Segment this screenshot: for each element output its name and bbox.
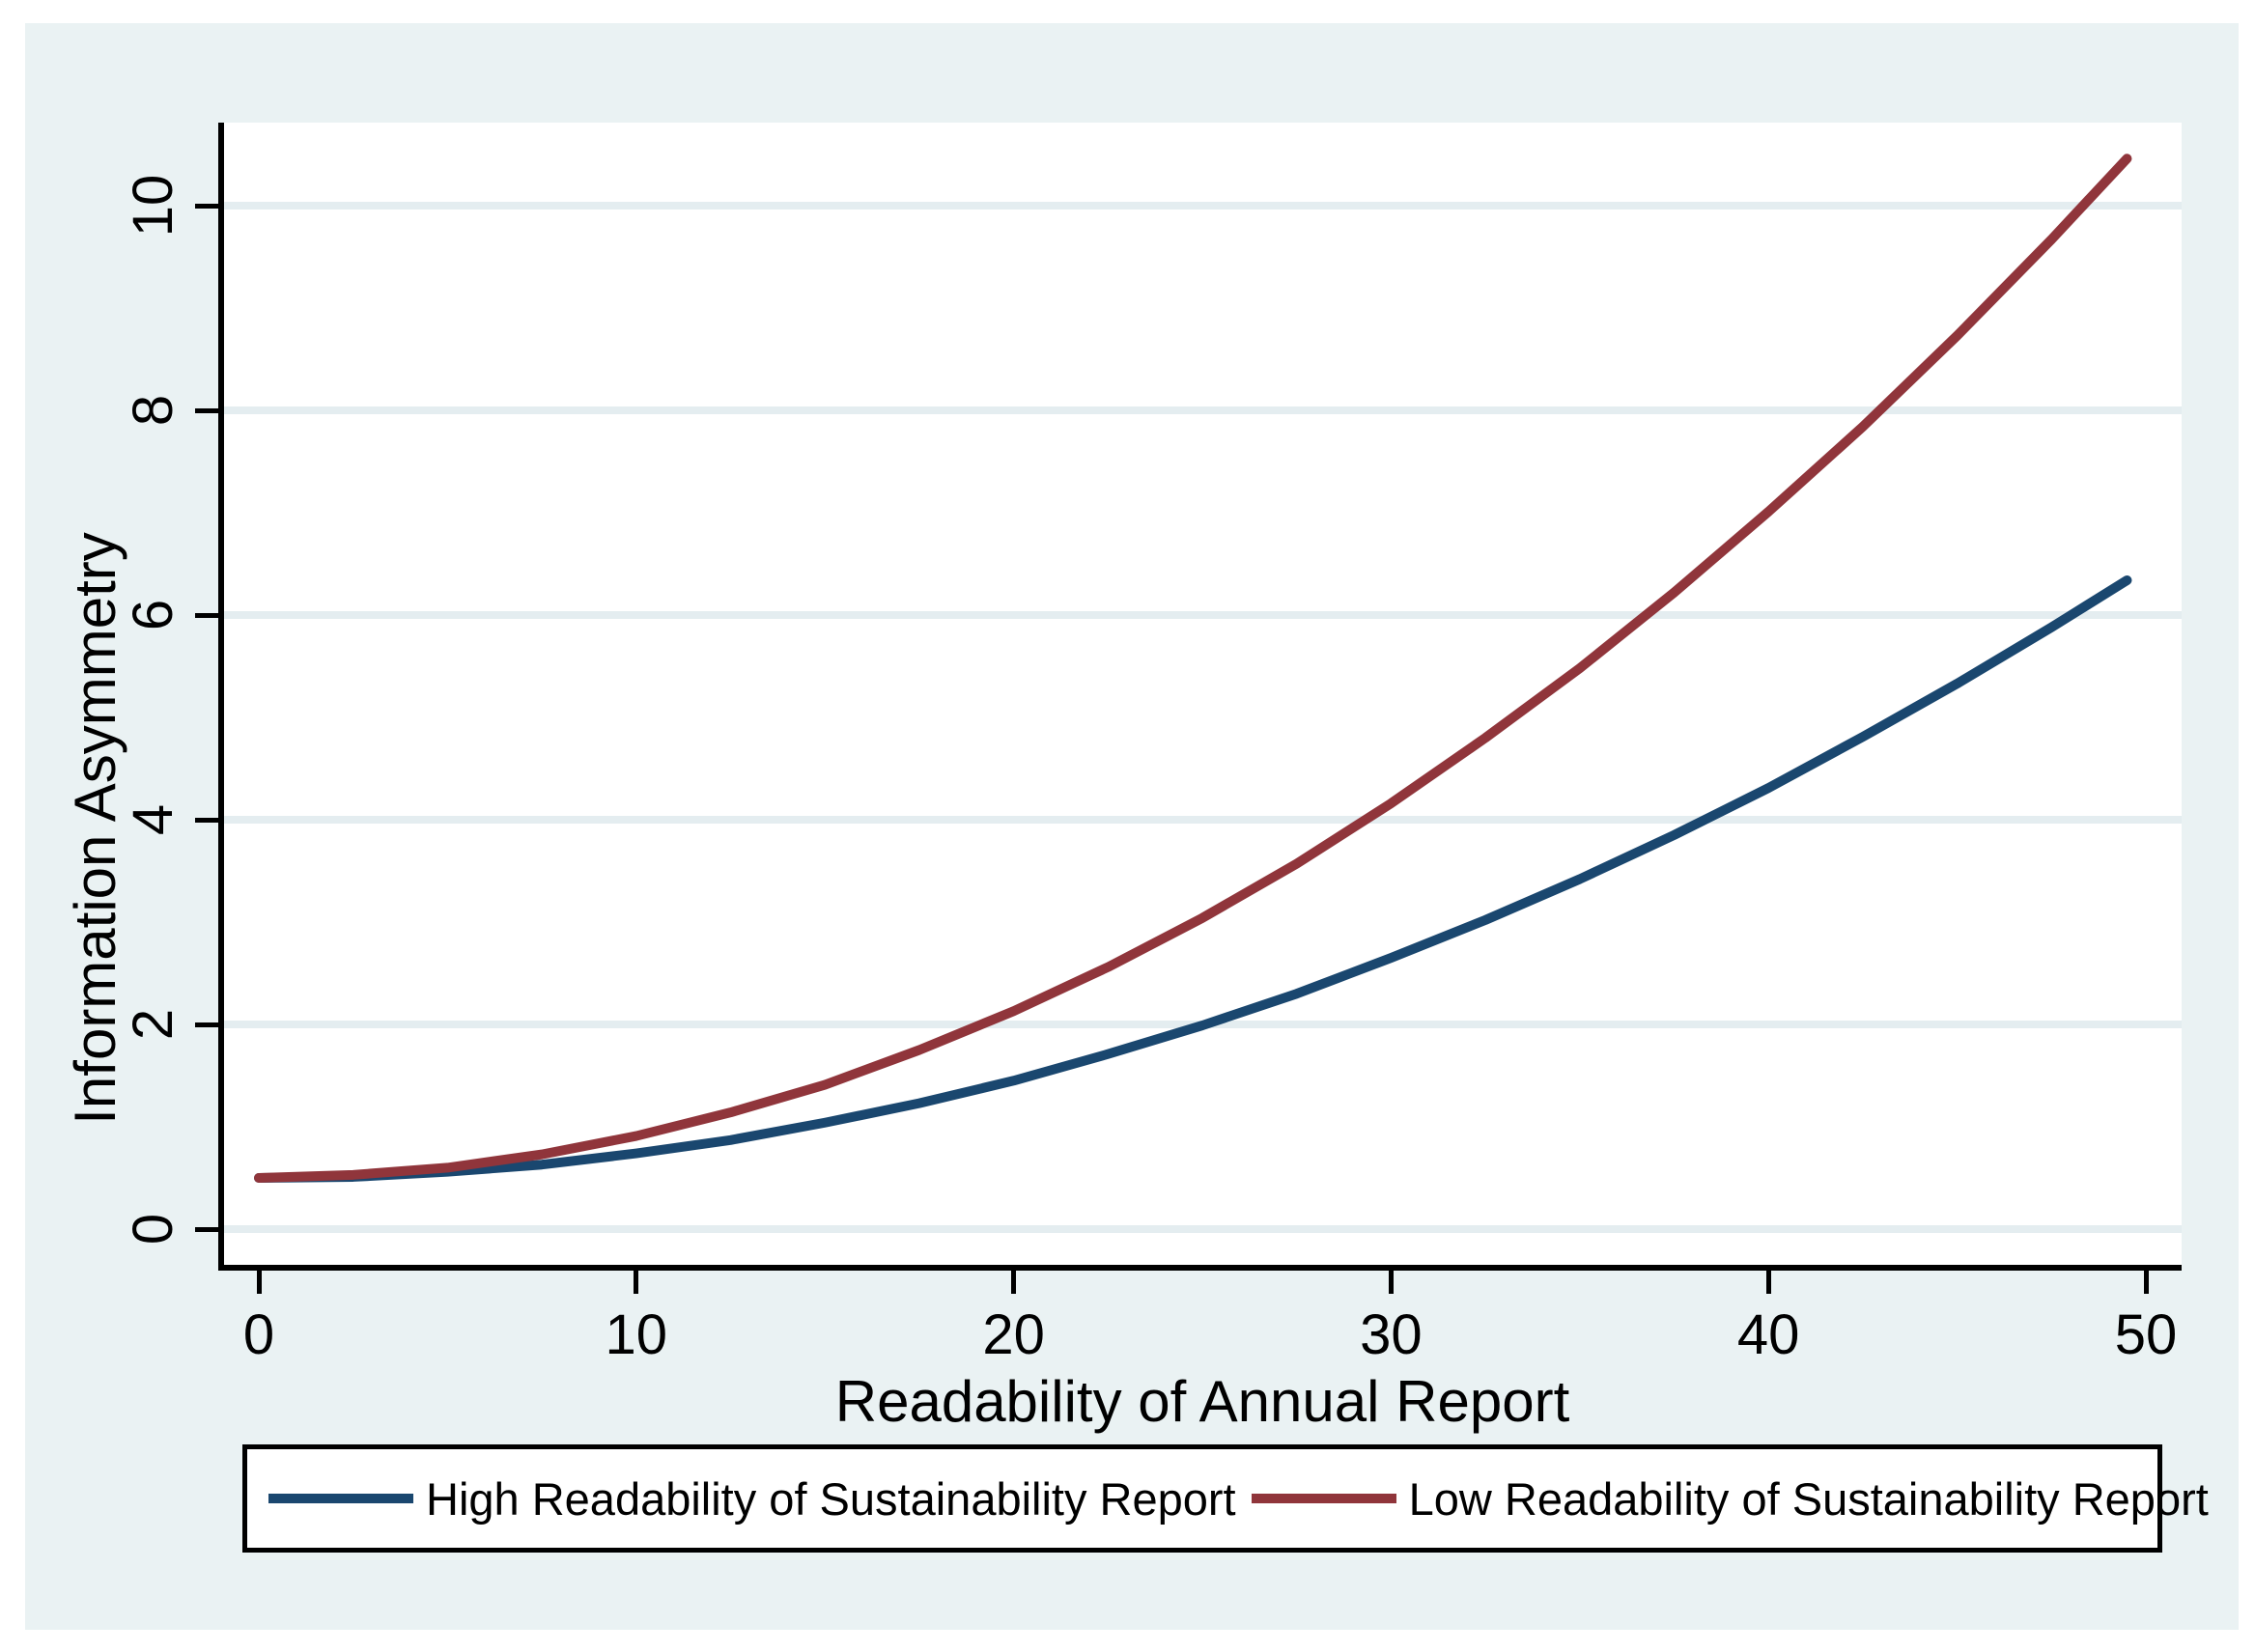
x-tick-20 [1011,1265,1017,1294]
y-tick-label-0: 0 [122,1213,184,1246]
x-tick-30 [1388,1265,1394,1294]
plot-region [218,123,2182,1271]
y-tick-4 [195,817,224,823]
y-tick-label-6: 6 [122,599,184,631]
x-tick-50 [2143,1265,2149,1294]
series-line-high-readability [254,574,2132,1183]
legend-key-navy-line [268,1494,413,1503]
x-tick-label-0: 0 [242,1303,275,1366]
y-tick-label-4: 4 [122,803,184,836]
x-tick-40 [1765,1265,1771,1294]
y-axis-title: Information Asymmetry [63,532,127,1125]
legend: High Readability of Sustainability Repor… [242,1444,2209,1553]
y-tick-2 [195,1022,224,1027]
y-tick-8 [195,407,224,413]
x-tick-label-50: 50 [2114,1303,2178,1366]
y-tick-6 [195,612,224,618]
legend-label: Low Readability of Sustainability Report [1408,1472,2209,1525]
x-tick-10 [634,1265,639,1294]
graph-region: 0 2 4 6 8 10 0 10 20 30 40 50 Information Asymmetr… [25,23,2239,1630]
gridlines [224,202,2182,1233]
x-tick-label-20: 20 [982,1303,1045,1366]
series-line-low-readability [254,154,2132,1183]
y-tick-0 [195,1226,224,1232]
y-tick-10 [195,203,224,209]
y-tick-label-2: 2 [122,1008,184,1041]
x-tick-label-10: 10 [605,1303,668,1366]
x-tick-label-30: 30 [1360,1303,1423,1366]
plot-canvas [224,154,2182,1233]
x-tick-0 [256,1265,262,1294]
legend-item-high-readability: High Readability of Sustainability Repor… [268,1476,1236,1522]
y-tick-label-10: 10 [122,174,184,238]
x-tick-label-40: 40 [1736,1303,1800,1366]
series-lines [254,154,2132,1183]
x-axis-title: Readability of Annual Report [834,1369,1570,1434]
legend-item-low-readability: Low Readability of Sustainability Report [1251,1472,2209,1525]
y-tick-label-8: 8 [122,394,184,427]
legend-key-maroon-line [1251,1494,1396,1503]
legend-label: High Readability of Sustainability Repor… [426,1472,1236,1525]
